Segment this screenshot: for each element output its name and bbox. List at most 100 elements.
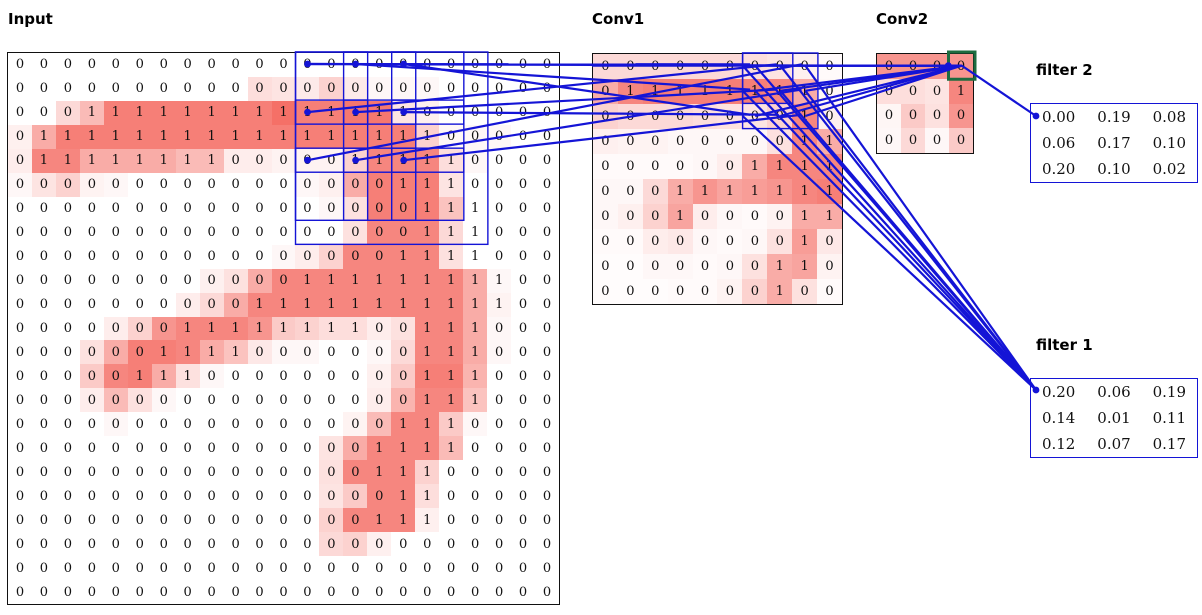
grid-cell: 0 bbox=[391, 76, 416, 101]
grid-cell: 0 bbox=[535, 100, 559, 125]
grid-cell: 0 bbox=[439, 508, 464, 533]
grid-cell: 1 bbox=[319, 316, 344, 341]
grid-cell: 1 bbox=[767, 179, 793, 204]
grid-cell: 0 bbox=[79, 460, 104, 485]
grid-cell: 0 bbox=[295, 244, 320, 269]
grid-cell: 0 bbox=[271, 556, 296, 581]
grid-cell: 0 bbox=[247, 388, 272, 413]
grid-cell: 0 bbox=[642, 154, 668, 179]
grid-cell: 0 bbox=[151, 460, 176, 485]
grid-cell: 1 bbox=[463, 292, 488, 317]
grid-cell: 1 bbox=[767, 254, 793, 279]
grid-cell: 1 bbox=[415, 220, 440, 245]
grid-cell: 0 bbox=[79, 364, 104, 389]
grid-cell: 0 bbox=[877, 103, 901, 129]
grid-cell: 0 bbox=[31, 412, 56, 437]
grid-cell: 1 bbox=[463, 388, 488, 413]
grid-cell: 0 bbox=[415, 532, 440, 557]
grid-cell: 0 bbox=[31, 556, 56, 581]
grid-cell: 0 bbox=[8, 196, 32, 221]
grid-cell: 0 bbox=[31, 508, 56, 533]
grid-cell: 0 bbox=[487, 388, 512, 413]
grid-cell: 0 bbox=[127, 532, 152, 557]
grid-cell: 0 bbox=[367, 556, 392, 581]
grid-cell: 0 bbox=[271, 436, 296, 461]
grid-cell: 0 bbox=[535, 292, 559, 317]
grid-cell: 0 bbox=[79, 580, 104, 604]
grid-cell: 0 bbox=[295, 508, 320, 533]
grid-cell: 0 bbox=[343, 244, 368, 269]
filter-1-matrix[interactable]: 0.20 0.06 0.19 0.14 0.01 0.11 0.12 0.07 0.17 bbox=[1030, 378, 1198, 458]
grid-cell: 0 bbox=[247, 532, 272, 557]
grid-cell: 0 bbox=[415, 53, 440, 77]
grid-cell: 1 bbox=[391, 148, 416, 173]
grid-cell: 1 bbox=[415, 148, 440, 173]
grid-cell: 0 bbox=[667, 279, 693, 304]
grid-cell: 0 bbox=[55, 53, 80, 77]
grid-cell: 1 bbox=[247, 100, 272, 125]
grid-cell: 0 bbox=[175, 556, 200, 581]
grid-cell: 0 bbox=[487, 316, 512, 341]
grid-cell: 0 bbox=[103, 388, 128, 413]
grid-cell: 0 bbox=[55, 196, 80, 221]
grid-cell: 0 bbox=[223, 412, 248, 437]
filter-title-2: filter 2 bbox=[1036, 61, 1093, 79]
grid-cell: 0 bbox=[127, 556, 152, 581]
grid-cell: 0 bbox=[8, 556, 32, 581]
grid-cell: 1 bbox=[103, 100, 128, 125]
grid-cell: 0 bbox=[817, 79, 842, 104]
grid-cell: 1 bbox=[439, 436, 464, 461]
filter-cell: 0.17 bbox=[1152, 435, 1187, 453]
grid-cell: 0 bbox=[617, 154, 643, 179]
grid-cell: 0 bbox=[463, 436, 488, 461]
grid-cell: 1 bbox=[792, 154, 818, 179]
grid-cell: 0 bbox=[617, 254, 643, 279]
grid-cell: 0 bbox=[391, 53, 416, 77]
grid-cell: 0 bbox=[223, 364, 248, 389]
grid-cell: 0 bbox=[511, 268, 536, 293]
grid-cell: 1 bbox=[439, 316, 464, 341]
grid-cell: 0 bbox=[127, 340, 152, 365]
grid-cell: 1 bbox=[79, 124, 104, 149]
grid-cell: 0 bbox=[511, 484, 536, 509]
filter-cell: 0.11 bbox=[1152, 409, 1187, 427]
grid-cell: 0 bbox=[511, 220, 536, 245]
grid-cell: 0 bbox=[103, 268, 128, 293]
grid-cell: 0 bbox=[415, 100, 440, 125]
grid-cell: 0 bbox=[463, 124, 488, 149]
grid-cell: 0 bbox=[8, 53, 32, 77]
grid-cell: 0 bbox=[487, 436, 512, 461]
grid-cell: 0 bbox=[151, 76, 176, 101]
grid-cell: 0 bbox=[439, 76, 464, 101]
grid-cell: 1 bbox=[767, 279, 793, 304]
grid-cell: 0 bbox=[511, 148, 536, 173]
grid-cell: 1 bbox=[949, 78, 973, 104]
grid-cell: 1 bbox=[55, 148, 80, 173]
grid-cell: 1 bbox=[367, 292, 392, 317]
grid-cell: 0 bbox=[319, 388, 344, 413]
grid-cell: 0 bbox=[8, 124, 32, 149]
grid-cell: 0 bbox=[55, 580, 80, 604]
grid-cell: 0 bbox=[535, 124, 559, 149]
filter-2-matrix[interactable]: 0.00 0.19 0.08 0.06 0.17 0.10 0.20 0.10 0.02 bbox=[1030, 103, 1198, 183]
grid-cell: 0 bbox=[767, 54, 793, 79]
grid-cell: 1 bbox=[391, 268, 416, 293]
grid-cell: 1 bbox=[667, 79, 693, 104]
grid-cell: 0 bbox=[487, 196, 512, 221]
grid-cell: 0 bbox=[55, 76, 80, 101]
grid-cell: 0 bbox=[127, 316, 152, 341]
grid-cell: 1 bbox=[247, 316, 272, 341]
grid-cell: 0 bbox=[151, 268, 176, 293]
grid-cell: 0 bbox=[463, 412, 488, 437]
grid-cell: 0 bbox=[79, 220, 104, 245]
grid-cell: 0 bbox=[199, 53, 224, 77]
grid-cell: 0 bbox=[79, 508, 104, 533]
grid-cell: 0 bbox=[103, 76, 128, 101]
grid-cell: 0 bbox=[271, 76, 296, 101]
grid-cell: 0 bbox=[8, 148, 32, 173]
grid-cell: 0 bbox=[367, 340, 392, 365]
grid-cell: 0 bbox=[151, 53, 176, 77]
